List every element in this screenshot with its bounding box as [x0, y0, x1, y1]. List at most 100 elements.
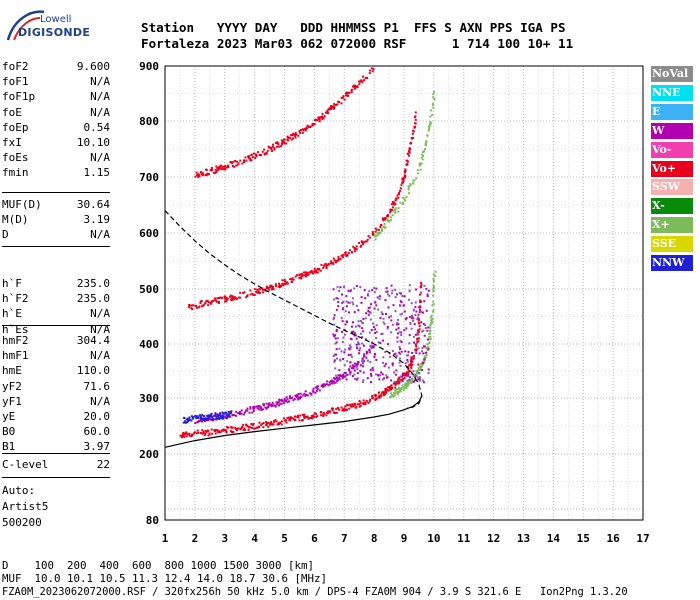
- echo-point-0: [320, 411, 323, 414]
- echo-point-3: [209, 414, 212, 417]
- echo-point-0: [402, 374, 405, 377]
- echo-point-4: [262, 291, 265, 294]
- echo-point-1: [398, 390, 401, 393]
- spread-f-echo: [414, 333, 417, 336]
- echo-point-2: [365, 350, 368, 353]
- echo-point-0: [250, 427, 253, 430]
- echo-point-6: [306, 124, 309, 127]
- param-name: foE: [2, 105, 22, 119]
- y-tick-label: 80: [146, 514, 159, 527]
- echo-point-2: [253, 405, 256, 408]
- echo-point-0: [283, 419, 286, 422]
- echo-point-2: [240, 409, 243, 412]
- echo-point-0: [272, 423, 275, 426]
- x-tick-label: 17: [636, 532, 649, 545]
- echo-point-6: [371, 70, 374, 73]
- echo-point-2: [359, 364, 362, 367]
- echo-point-4: [283, 282, 286, 285]
- echo-point-4: [412, 136, 415, 139]
- echo-point-0: [322, 411, 325, 414]
- echo-point-3: [216, 415, 219, 418]
- echo-point-3: [204, 417, 207, 420]
- echo-point-0: [243, 427, 246, 430]
- spread-f-echo: [398, 379, 401, 382]
- echo-point-1: [394, 388, 397, 391]
- echo-point-6: [317, 118, 320, 121]
- spread-f-echo: [403, 295, 406, 298]
- echo-point-0: [386, 389, 389, 392]
- echo-point-6: [311, 123, 314, 126]
- spread-f-echo: [377, 308, 380, 311]
- echo-point-4: [210, 300, 213, 303]
- echo-point-0: [408, 369, 411, 372]
- echo-point-4: [207, 304, 210, 307]
- echo-point-6: [298, 130, 301, 133]
- legend-label: Vo+: [652, 161, 677, 175]
- echo-point-0: [362, 399, 365, 402]
- echo-point-0: [410, 365, 413, 368]
- echo-point-4: [313, 271, 316, 274]
- echo-point-0: [415, 351, 418, 354]
- param-name: foEp: [2, 120, 29, 134]
- spread-f-echo: [423, 345, 426, 348]
- spread-f-echo: [369, 311, 372, 314]
- echo-point-3: [195, 417, 198, 420]
- echo-point-4: [290, 278, 293, 281]
- y-tick-label: 600: [139, 227, 159, 240]
- echo-point-0: [258, 421, 261, 424]
- echo-point-0: [346, 404, 349, 407]
- echo-point-2: [301, 394, 304, 397]
- echo-point-6: [285, 142, 288, 145]
- spread-f-echo: [337, 305, 340, 308]
- param-name: yF2: [2, 379, 22, 393]
- echo-point-0: [293, 415, 296, 418]
- spread-f-echo: [371, 289, 374, 292]
- param-value: 30.64: [76, 198, 110, 211]
- echo-point-5: [374, 235, 377, 238]
- echo-point-1: [417, 368, 420, 371]
- echo-point-3: [230, 411, 233, 414]
- spread-f-echo: [369, 361, 372, 364]
- param-separator: [2, 477, 110, 478]
- spread-f-echo: [355, 284, 358, 287]
- echo-point-6: [302, 129, 305, 132]
- echo-point-2: [258, 408, 261, 411]
- echo-point-2: [342, 373, 345, 376]
- echo-point-2: [353, 365, 356, 368]
- echo-point-1: [430, 314, 433, 317]
- echo-point-4: [371, 231, 374, 234]
- spread-f-echo: [417, 363, 420, 366]
- echo-point-5: [426, 134, 429, 137]
- echo-point-5: [427, 125, 430, 128]
- echo-point-4: [355, 248, 358, 251]
- echo-point-0: [201, 429, 204, 432]
- echo-point-2: [328, 381, 331, 384]
- echo-point-4: [291, 277, 294, 280]
- spread-f-echo: [408, 334, 411, 337]
- echo-point-1: [425, 347, 428, 350]
- echo-point-0: [202, 431, 205, 434]
- echo-point-0: [301, 419, 304, 422]
- echo-point-6: [305, 127, 308, 130]
- echo-point-5: [375, 234, 378, 237]
- spread-f-echo: [356, 377, 359, 380]
- echo-point-6: [243, 161, 246, 164]
- echo-point-2: [230, 410, 233, 413]
- echo-point-0: [365, 400, 368, 403]
- legend-label: NNE: [652, 85, 681, 99]
- echo-point-3: [208, 414, 211, 417]
- echo-point-6: [323, 115, 326, 118]
- echo-point-6: [331, 105, 334, 108]
- echo-point-4: [217, 297, 220, 300]
- echo-point-3: [202, 415, 205, 418]
- spread-f-echo: [423, 324, 426, 327]
- spread-f-echo: [341, 293, 344, 296]
- echo-point-0: [296, 414, 299, 417]
- echo-point-5: [377, 231, 380, 234]
- echo-point-6: [290, 134, 293, 137]
- echo-point-0: [325, 414, 328, 417]
- echo-point-1: [396, 391, 399, 394]
- echo-point-2: [245, 409, 248, 412]
- echo-point-4: [394, 203, 397, 206]
- spread-f-echo: [372, 326, 375, 329]
